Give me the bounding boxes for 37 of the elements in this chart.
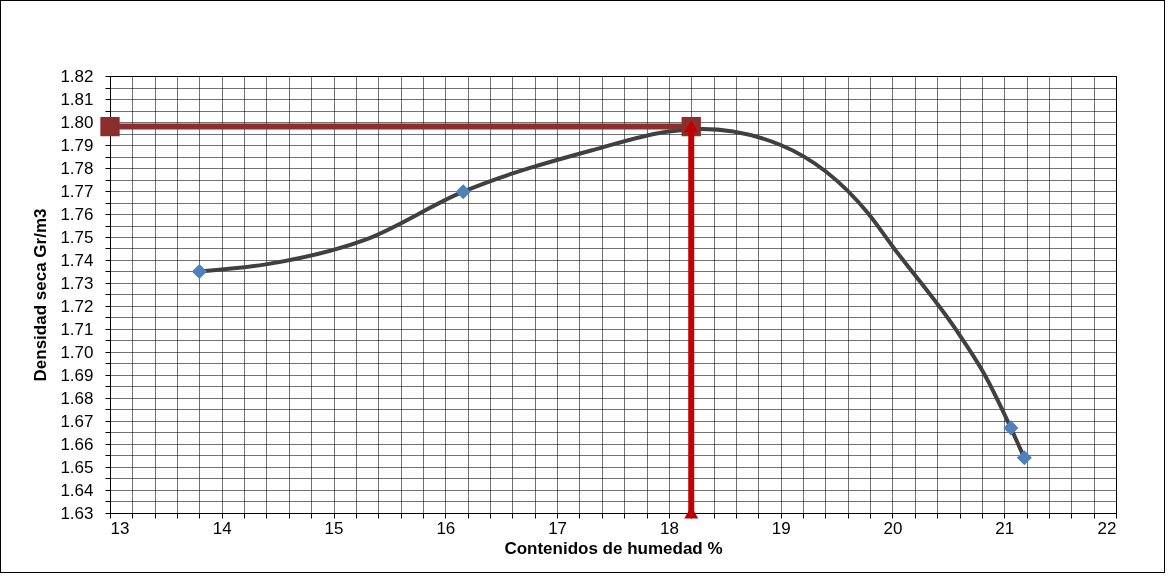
x-tick-label: 14 bbox=[212, 518, 232, 538]
y-tick-label: 1.76 bbox=[60, 204, 94, 224]
y-tick-label: 1.68 bbox=[60, 388, 94, 408]
y-tick-label: 1.81 bbox=[60, 89, 94, 109]
point bbox=[100, 116, 120, 137]
y-axis-title: Densidad seca Gr/m3 bbox=[31, 208, 51, 382]
point bbox=[1017, 450, 1032, 465]
y-tick-label: 1.82 bbox=[60, 66, 94, 86]
x-tick-label: 15 bbox=[324, 518, 344, 538]
point bbox=[192, 264, 207, 279]
y-tick-label: 1.69 bbox=[60, 365, 94, 385]
y-tick-label: 1.73 bbox=[60, 273, 94, 293]
y-tick-label: 1.80 bbox=[60, 112, 94, 132]
x-tick-label: 21 bbox=[995, 518, 1015, 538]
point bbox=[456, 184, 471, 199]
y-tick-label: 1.67 bbox=[60, 411, 94, 431]
x-tick-label: 19 bbox=[771, 518, 791, 538]
x-tick-label: 16 bbox=[436, 518, 456, 538]
y-tick-label: 1.66 bbox=[60, 434, 94, 454]
y-tick-label: 1.77 bbox=[60, 181, 94, 201]
point bbox=[1003, 420, 1019, 436]
y-tick-label: 1.65 bbox=[60, 457, 94, 477]
y-tick-label: 1.63 bbox=[60, 503, 94, 523]
y-tick-label: 1.74 bbox=[60, 250, 94, 270]
x-tick-label: 18 bbox=[659, 518, 679, 538]
y-tick-label: 1.79 bbox=[60, 135, 94, 155]
y-tick-label: 1.64 bbox=[60, 480, 94, 500]
y-tick-label: 1.78 bbox=[60, 158, 94, 178]
y-tick-label: 1.71 bbox=[60, 319, 94, 339]
x-axis-title: Contenidos de humedad % bbox=[504, 538, 723, 558]
y-tick-label: 1.72 bbox=[60, 296, 94, 316]
x-tick-label: 20 bbox=[883, 518, 903, 538]
y-tick-label: 1.75 bbox=[60, 227, 94, 247]
x-tick-label: 13 bbox=[110, 518, 130, 538]
x-tick-label: 17 bbox=[548, 518, 568, 538]
y-tick-label: 1.70 bbox=[60, 342, 94, 362]
x-tick-label: 22 bbox=[1097, 518, 1117, 538]
